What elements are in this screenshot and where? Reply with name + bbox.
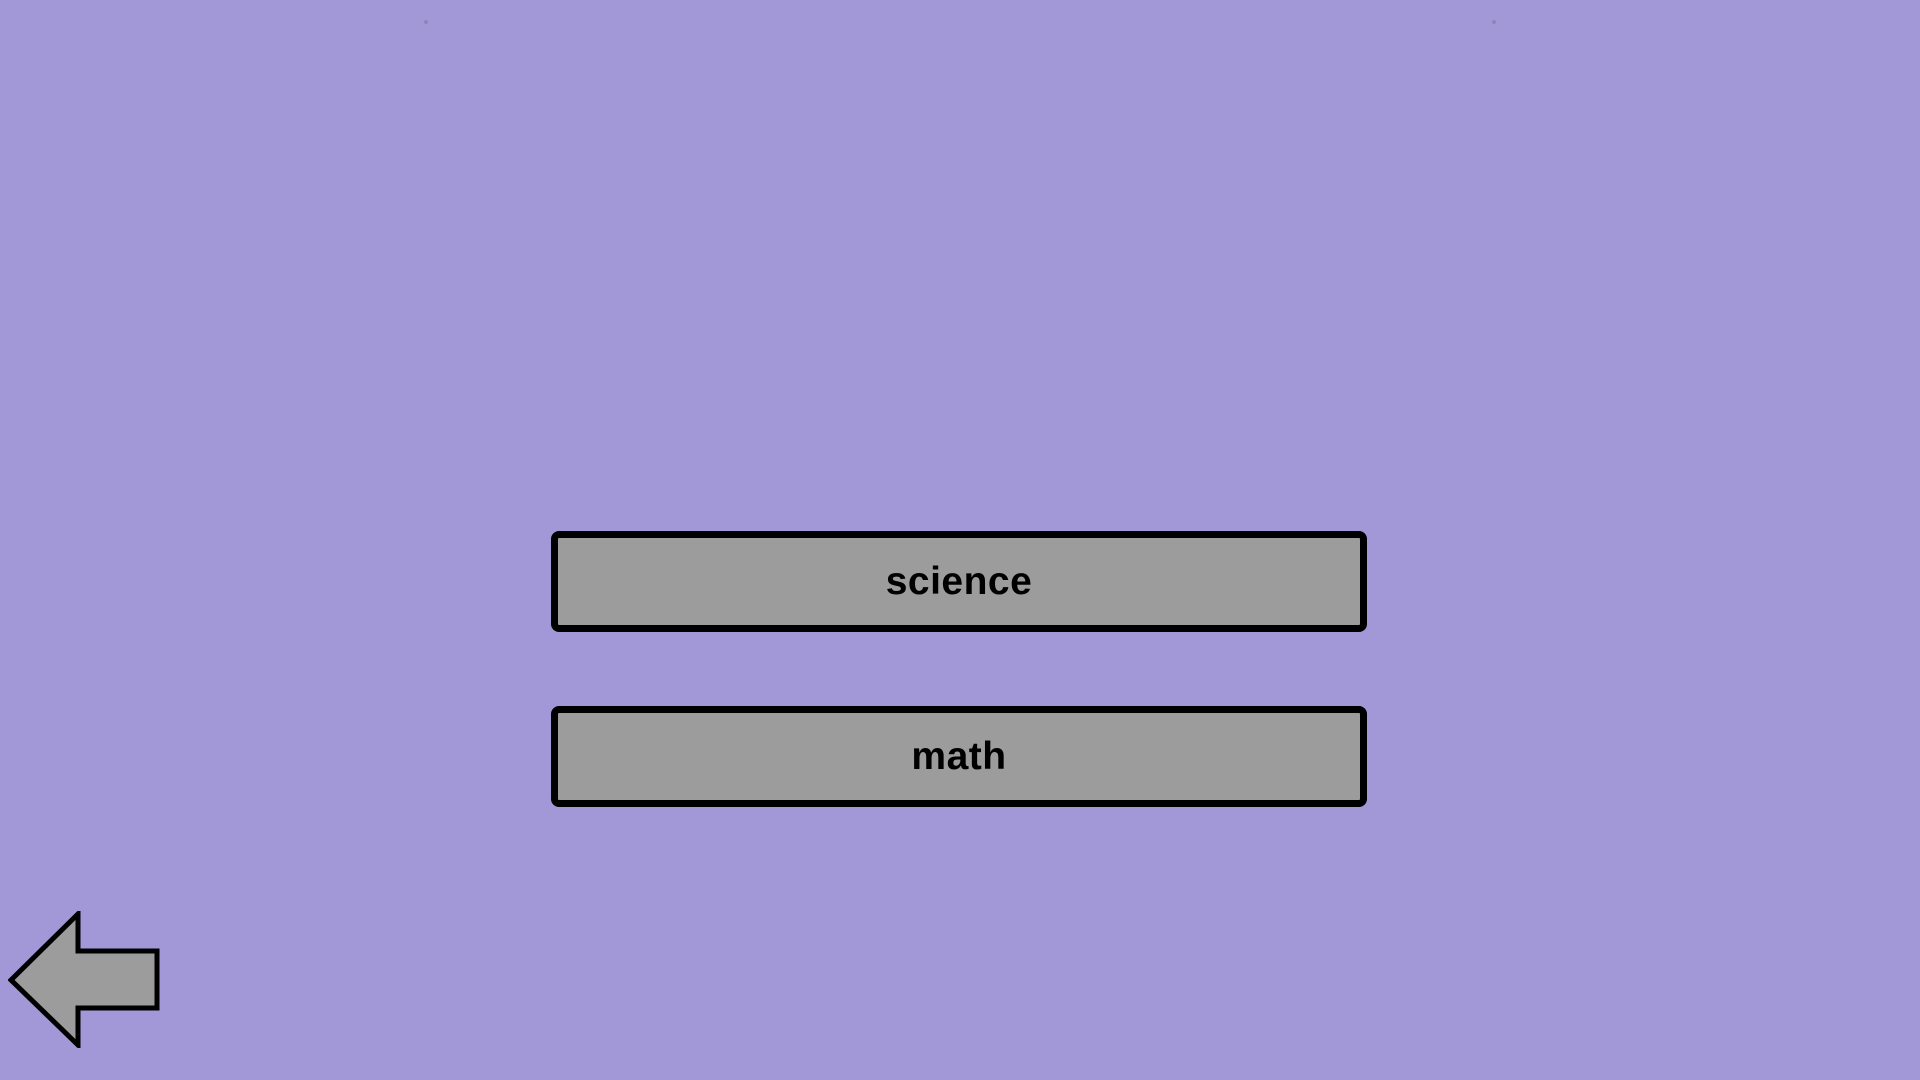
speck-left: [424, 20, 428, 24]
speck-right: [1492, 20, 1496, 24]
science-button-label: science: [885, 559, 1033, 603]
back-button[interactable]: [8, 911, 160, 1048]
science-button[interactable]: science: [551, 531, 1367, 632]
arrow-left-icon: [8, 911, 160, 1048]
math-button[interactable]: math: [551, 706, 1367, 807]
math-button-label: math: [911, 734, 1007, 778]
